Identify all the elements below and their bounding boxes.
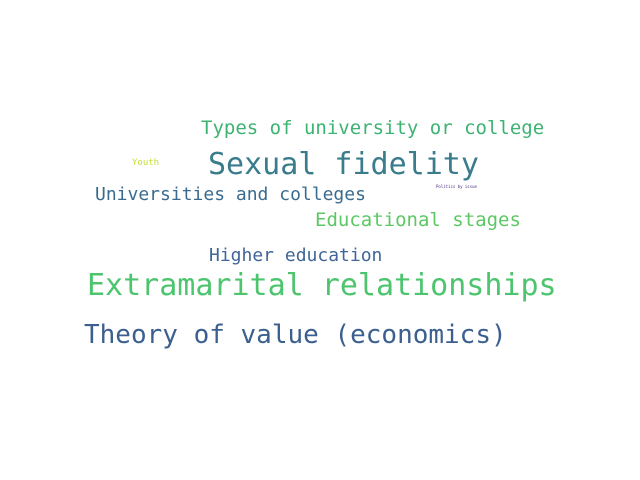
word-politics-by-issue: Politics by issue bbox=[436, 184, 477, 189]
word-universities-and-colleges: Universities and colleges bbox=[95, 184, 366, 205]
word-extramarital-relationships: Extramarital relationships bbox=[87, 268, 557, 303]
word-educational-stages: Educational stages bbox=[315, 209, 521, 231]
word-types-of-university-or-college: Types of university or college bbox=[201, 117, 545, 139]
word-youth: Youth bbox=[132, 158, 160, 168]
word-sexual-fidelity: Sexual fidelity bbox=[208, 147, 479, 182]
word-theory-of-value-economics: Theory of value (economics) bbox=[84, 320, 507, 350]
word-higher-education: Higher education bbox=[209, 245, 383, 266]
